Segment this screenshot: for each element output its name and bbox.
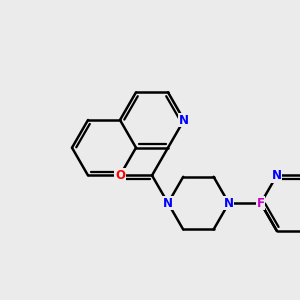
Text: N: N [272, 169, 282, 182]
Text: N: N [163, 196, 173, 210]
Text: N: N [179, 113, 189, 127]
Text: N: N [224, 196, 234, 210]
Text: O: O [115, 169, 125, 182]
Text: F: F [257, 196, 265, 210]
